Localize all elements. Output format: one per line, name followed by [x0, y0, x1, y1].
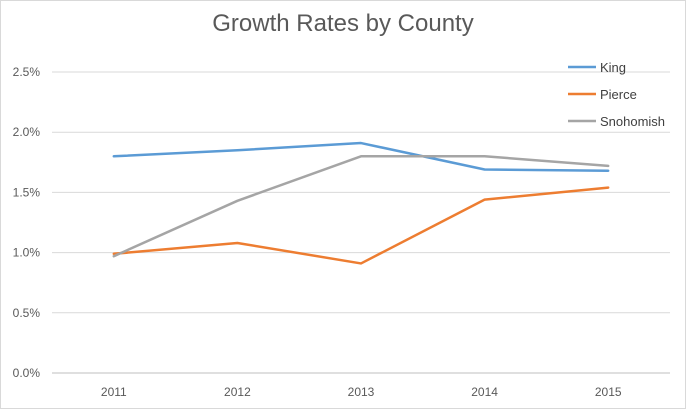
y-tick-label: 1.5%	[13, 185, 41, 199]
y-axis: 0.0% 0.5% 1.0% 1.5% 2.0% 2.5%	[13, 65, 41, 380]
y-tick-label: 0.5%	[13, 306, 41, 320]
y-tick-label: 0.0%	[13, 366, 41, 380]
y-tick-label: 1.0%	[13, 246, 41, 260]
series-line-pierce	[112, 186, 610, 265]
x-axis: 2011 2012 2013 2014 2015	[101, 385, 622, 399]
x-tick-label: 2012	[224, 385, 251, 399]
y-tick-label: 2.0%	[13, 125, 41, 139]
series-lines	[112, 141, 610, 265]
x-tick-label: 2013	[348, 385, 375, 399]
legend-label-snohomish: Snohomish	[600, 114, 665, 129]
x-tick-label: 2014	[471, 385, 498, 399]
y-tick-label: 2.5%	[13, 65, 41, 79]
chart-title: Growth Rates by County	[212, 10, 474, 37]
gridlines	[52, 71, 670, 374]
series-line-snohomish	[112, 155, 610, 258]
x-tick-label: 2015	[595, 385, 622, 399]
legend-label-pierce: Pierce	[600, 87, 637, 102]
series-line-king	[112, 141, 610, 172]
legend: King Pierce Snohomish	[568, 60, 665, 129]
legend-label-king: King	[600, 60, 626, 75]
x-tick-label: 2011	[101, 385, 127, 399]
